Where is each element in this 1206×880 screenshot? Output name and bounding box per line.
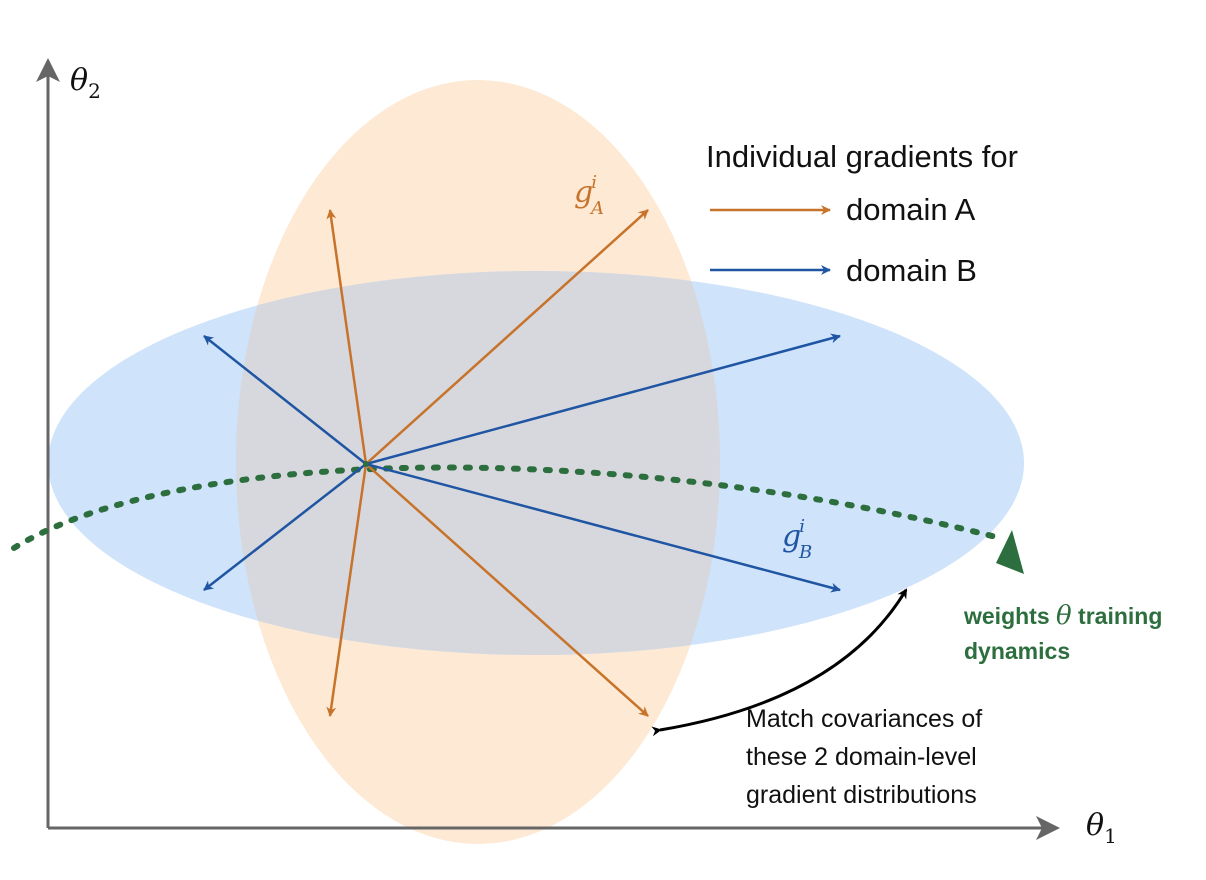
match-note: Match covariances of these 2 domain-leve… bbox=[746, 705, 982, 809]
gradient-origin bbox=[363, 461, 369, 467]
y-axis-label: θ2 bbox=[70, 63, 101, 103]
legend-domain-b-label: domain B bbox=[846, 253, 977, 288]
x-axis-label: θ1 bbox=[1086, 808, 1117, 848]
gradient-b-arrow bbox=[365, 462, 841, 593]
training-trajectory bbox=[11, 464, 1003, 551]
axes bbox=[36, 58, 1060, 840]
y-axis-arrowhead bbox=[36, 58, 60, 82]
gradient-a-arrow bbox=[365, 209, 649, 465]
domain-a-gradients bbox=[326, 209, 649, 717]
match-note-line1: Match covariances of bbox=[746, 705, 982, 733]
legend-title: Individual gradients for bbox=[706, 139, 1018, 174]
legend-domain-a-label: domain A bbox=[846, 192, 976, 227]
gradient-a-arrow bbox=[326, 463, 368, 717]
gradient-b-label: gi B bbox=[782, 516, 812, 563]
match-note-line2: these 2 domain-level bbox=[746, 743, 977, 771]
x-axis-arrowhead bbox=[1036, 816, 1060, 840]
gradient-a-arrow bbox=[365, 463, 649, 717]
trajectory-caption-line2: dynamics bbox=[964, 638, 1070, 664]
trajectory-arrowhead bbox=[996, 530, 1024, 574]
gradient-b-arrow bbox=[365, 333, 841, 466]
match-double-arrow bbox=[651, 588, 908, 737]
match-note-line3: gradient distributions bbox=[746, 781, 977, 809]
gradient-b-arrow bbox=[203, 335, 367, 465]
domain-b-gradients bbox=[203, 333, 841, 593]
overlap-region bbox=[236, 271, 720, 655]
legend: Individual gradients for domain A domain… bbox=[706, 139, 1018, 288]
trajectory-caption-line1: weights θ training bbox=[963, 601, 1162, 631]
gradient-b-arrow bbox=[203, 463, 367, 591]
gradient-a-label: gi A bbox=[574, 172, 604, 219]
gradient-a-arrow bbox=[326, 209, 368, 465]
